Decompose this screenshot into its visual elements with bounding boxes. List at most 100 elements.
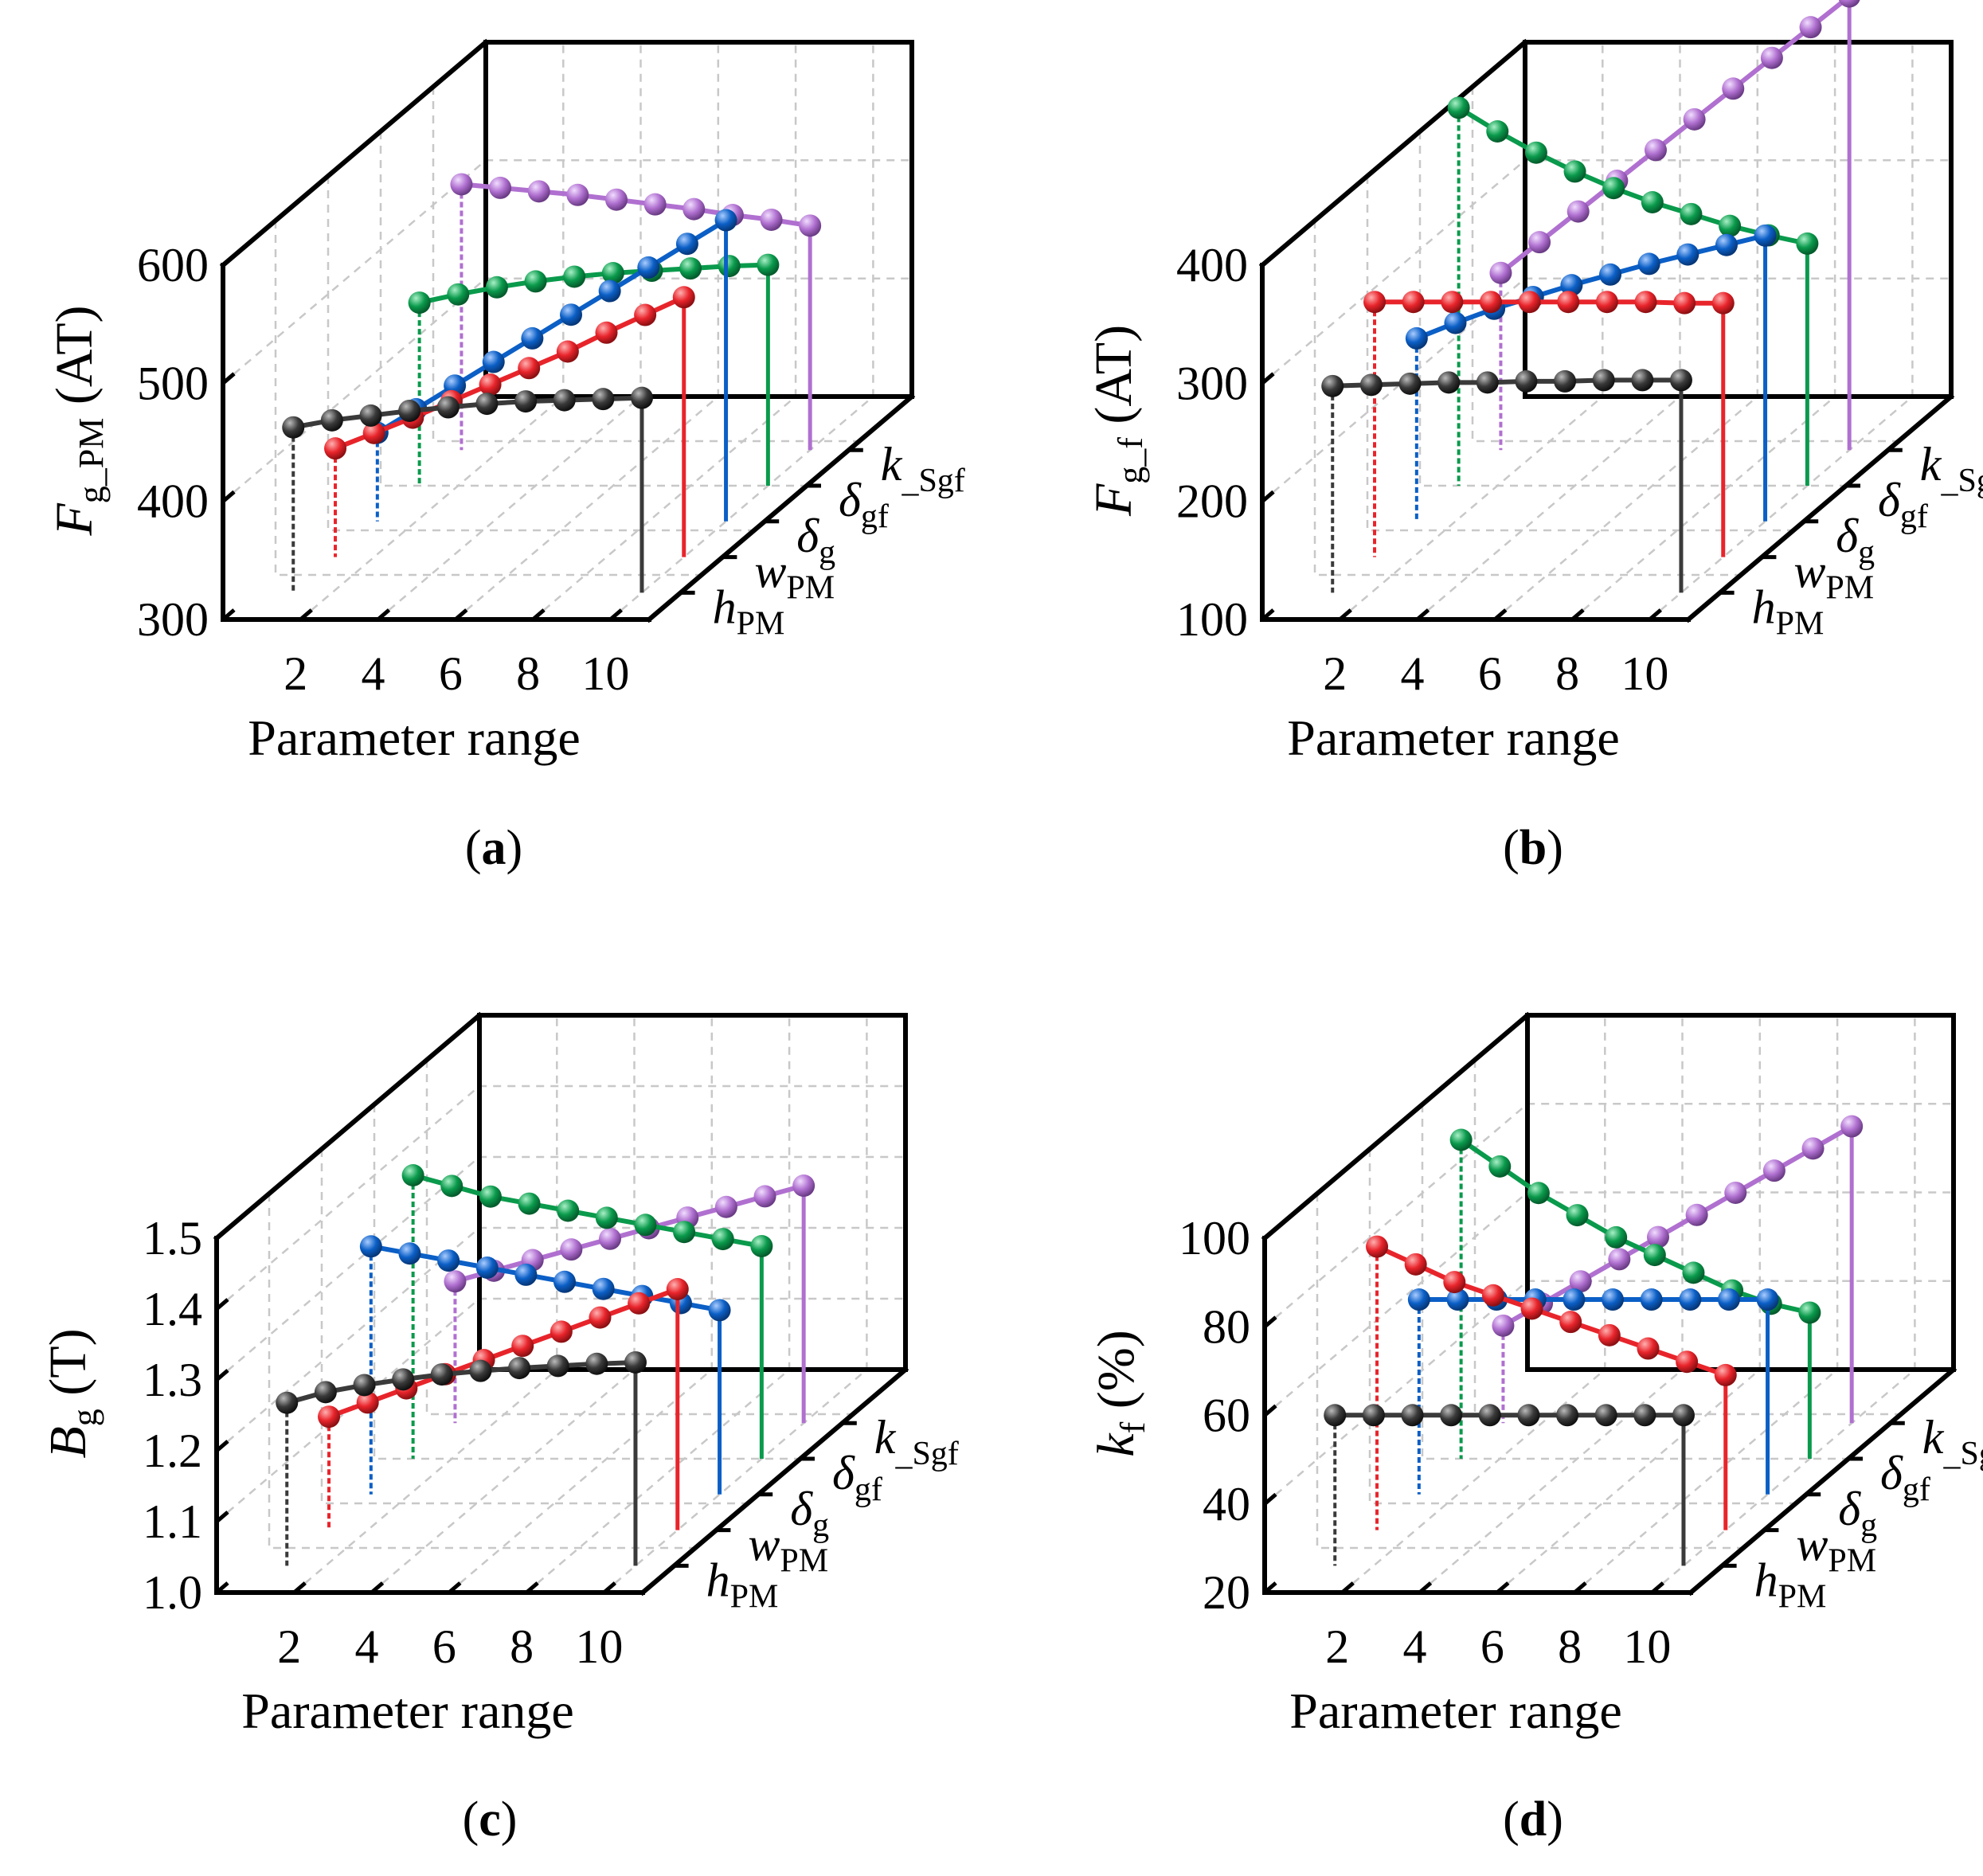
y-tick-mark [215,1440,229,1452]
gridline-vertical [526,1015,791,1593]
axis-frame-edge [1258,38,1529,269]
y-tick-label: 1.2 [143,1425,202,1477]
gridline-vertical [370,1015,636,1593]
y-tick-label: 200 [1176,475,1248,528]
series-wPM-point [1404,1253,1427,1276]
series-wPM-point [318,1405,341,1428]
series-hPM-point [1437,371,1461,394]
y-tick-mark [1263,1227,1277,1240]
series-kSgf-point [1492,1314,1515,1337]
series-dg-point [398,1242,421,1265]
series-dg-point [1676,243,1699,266]
y-tick-label: 400 [1176,239,1248,291]
series-hPM-point [1359,373,1383,397]
series-hPM-point [1398,372,1422,395]
series-kSgf-point [1801,1137,1825,1160]
series-hPM-point [1440,1404,1463,1427]
gridline-vertical [609,42,874,620]
series-dg-point [482,350,505,373]
series-wPM-line [1375,1244,1727,1378]
series-wPM-point [479,373,502,397]
series-dg-point [514,1263,538,1286]
series-dg-point [1407,1288,1430,1311]
y-tick-mark [215,1369,229,1382]
series-dgf-point [601,262,624,284]
series-wPM-point [1634,291,1657,314]
series-dgf-point [711,1228,734,1251]
series-dgf-point [408,291,431,315]
series-dgf-point [1488,1155,1512,1178]
gridline-depth [1368,1149,1796,1505]
series-wPM-point [1559,1311,1582,1334]
series-dgf-point [485,276,508,299]
series-hPM-point [1324,1404,1347,1427]
x-tick-label: 6 [1478,647,1502,700]
series-wPM-line [334,295,686,451]
x-tick-label: 4 [362,647,385,700]
y-tick-mark [1261,608,1275,621]
y-axis-label: Fg_PM (AT) [45,305,111,536]
x-tick-label: 4 [1401,647,1425,700]
x-tick-label: 4 [355,1620,379,1673]
gridline-depth [327,176,754,532]
series-dgf-point [1796,232,1819,255]
series-hPM-point [398,399,421,422]
x-tick-label: 6 [432,1620,456,1673]
series-hPM-point [1669,369,1692,392]
series-hPM-point [546,1354,569,1378]
series-wPM-point [1676,1350,1699,1374]
series-wPM-point [511,1335,534,1358]
series-dgf-point [1527,1182,1550,1205]
series-kSgf-point [1683,107,1706,131]
y-tick-label: 40 [1203,1478,1250,1530]
series-wPM-point [518,357,541,380]
y-tick-label: 600 [137,239,209,291]
series-dg-point [637,256,660,279]
series-hPM-point [392,1368,415,1391]
series-dg-point [1405,326,1428,350]
series-dgf-point [1641,191,1664,213]
x-tick-mark [602,1581,616,1594]
y-tick-mark [221,490,236,503]
x-tick-mark [1418,1581,1433,1594]
x-tick-label: 10 [1623,1620,1671,1673]
series-kSgf-point [760,208,783,231]
y-tick-mark [215,1298,229,1311]
series-dgf-point [447,283,470,306]
y-axis-label: Fg_f (AT) [1085,325,1150,517]
series-kSgf-point [444,1270,467,1293]
series-wPM-point [1520,1297,1543,1320]
y-tick-mark [1261,490,1275,503]
gridline-vertical [1493,42,1759,620]
series-dg-point [521,326,544,350]
series-dg-point [1754,224,1777,247]
gridline-depth [1316,1194,1743,1550]
axis-frame-edge [1684,393,1955,623]
series-dg-line [370,1244,721,1313]
series-dgf-line [1457,105,1809,246]
series-wPM-point [1443,1271,1466,1294]
series-hPM-point [1594,1404,1617,1427]
y-tick-mark [1263,1581,1277,1594]
gridline-depth [1471,87,1899,443]
series-label-wPM: wPM [754,545,835,607]
series-wPM-point [356,1391,379,1414]
series-dg-point [1602,1288,1625,1311]
series-kSgf-point [683,197,706,221]
y-tick-mark [1263,1492,1277,1506]
series-kSgf-point [1566,200,1590,223]
series-kSgf-point [1724,1181,1747,1204]
series-wPM-point [1518,291,1541,314]
gridline-depth [432,87,859,443]
series-hPM-point [1517,1404,1540,1427]
series-dg-point [714,209,737,232]
series-dg-line [1415,233,1766,341]
series-dgf-point [1447,96,1470,119]
series-wPM-point [1557,291,1580,314]
series-wPM-line [327,1287,679,1420]
series-kSgf-point [598,1227,621,1250]
series-wPM-point [1595,291,1618,314]
x-tick-label: 8 [516,647,540,700]
